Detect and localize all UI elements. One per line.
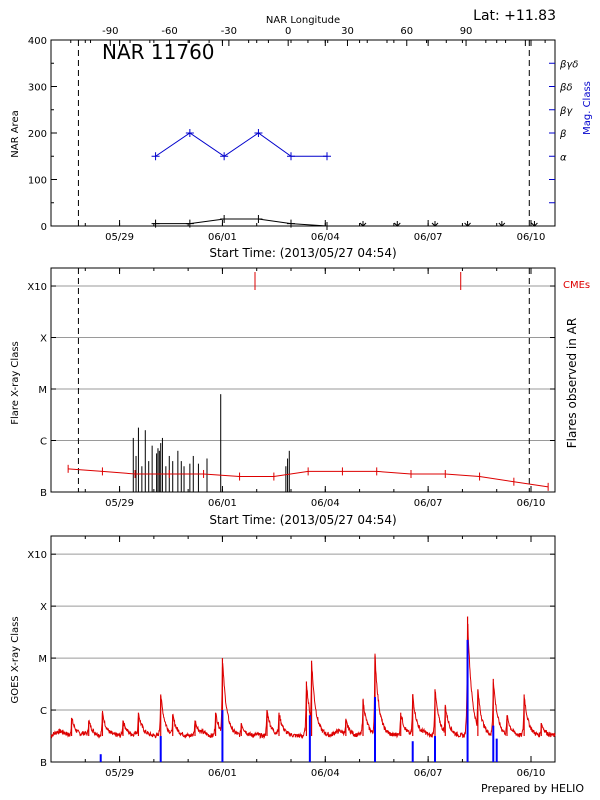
panel1-bottom-axis-label: Start Time: (2013/05/27 04:54) [209,246,396,260]
panel1-right-tick-label: β [559,129,567,140]
mag-class-point [220,152,229,161]
panel3-frame [50,535,556,763]
panel2-x-tick-label: 06/01 [208,498,237,509]
panel2-x-tick-label: 06/10 [517,498,546,509]
nar-area-point [151,219,160,228]
mag-class-point [323,152,331,161]
panel2-y-tick-label: M [38,385,47,396]
panel3-x-tick-label: 05/29 [105,768,134,779]
panel3-x-tick-label: 06/07 [414,768,443,779]
panel1-top-tick-label: 30 [341,26,354,37]
nar-area-missing-marker [464,221,471,227]
mag-class-point [254,129,263,137]
panel1-top-tick-label: -90 [102,26,118,37]
panel2-y-tick-label: X10 [27,282,47,293]
nar-area-missing-marker [359,221,367,227]
mag-class-point [185,129,194,137]
nar-area-missing-marker [393,221,401,227]
panel1-y-tick-label: 300 [28,83,47,94]
panel2-x-tick-label: 05/29 [105,498,134,509]
panel3-y-tick-label: X10 [27,550,47,561]
panel1-right-tick-label: α [560,152,567,163]
nar-area-missing-marker [531,221,538,227]
nar-area-point [220,215,229,224]
panel1-top-tick-label: 0 [285,26,291,37]
panel2-right-label: Flares observed in AR [565,318,579,448]
panel1-title: NAR 11760 [102,40,215,64]
panel1-x-tick-label: 06/10 [517,232,546,243]
panel2-x-label: Start Time: (2013/05/27 04:54) [209,513,396,527]
nar-area-point [185,219,194,228]
panel1-top-axis-label: NAR Longitude [266,15,340,26]
panel1-y-tick-label: 0 [41,222,47,233]
panel1-top-tick-label: 60 [400,26,413,37]
panel1-right-tick-label: βγ [559,106,573,117]
mag-class-point [151,152,160,161]
nar-area-line [155,218,328,227]
panel1-y-tick-label: 100 [28,176,47,187]
lat-label: Lat: +11.83 [473,8,556,24]
panel1-frame [50,39,556,227]
panel1-y-label: NAR Area [10,110,21,157]
panel1-y-tick-label: 200 [28,129,47,140]
credit-label: Prepared by HELIO [481,782,584,795]
panel1-top-tick-label: 90 [460,26,473,37]
panel2-y-tick-label: X [40,334,47,345]
panel1-right-tick-label: βδ [559,83,573,94]
nar-area-missing-marker [431,221,439,227]
panel1-top-tick-label: -60 [161,26,177,37]
nar-area-point [287,219,295,228]
panel2-y-label: Flare X-ray Class [10,341,21,425]
mag-class-point [287,152,295,161]
panel2-x-tick-label: 06/07 [414,498,443,509]
panel2-y-tick-label: C [40,437,47,448]
panel3-y-tick-label: X [40,602,47,613]
panel3-y-label: GOES X-ray Class [10,616,21,703]
panel2-x-tick-label: 06/04 [311,498,340,509]
panel3-x-tick-label: 06/04 [311,768,340,779]
panel1-y-tick-label: 400 [28,36,47,47]
panel2-y-tick-label: B [40,488,47,499]
panel1-right-label: Mag. Class [582,81,593,135]
goes-long-curve [50,623,556,740]
nar-area-point [254,215,263,224]
panel1-top-tick-label: -30 [221,26,237,37]
panel1-x-tick-label: 06/04 [311,232,340,243]
panel3-y-tick-label: C [40,706,47,717]
panel3-y-tick-label: B [40,758,47,769]
panel3-x-tick-label: 06/10 [517,768,546,779]
nar-area-point [323,222,331,230]
panel-goes: GOES X-ray Class B C M X X10 05/29 06/01 06/04 0… [10,535,556,779]
nar-area-missing-marker [498,221,506,227]
panel2-cme-label: CMEs [563,280,590,291]
panel1-x-tick-label: 06/07 [414,232,443,243]
panel1-x-tick-label: 05/29 [105,232,134,243]
panel-nar: NAR Longitude NAR 11760 NAR Area Mag. Cl… [10,15,593,260]
panel3-y-tick-label: M [38,654,47,665]
panel3-x-tick-label: 06/01 [208,768,237,779]
panel1-x-tick-label: 06/01 [208,232,237,243]
panel-flares: Flare X-ray Class Flares observed in AR … [10,267,590,527]
panel2-frame [50,267,556,493]
panel1-right-tick-label: βγδ [559,59,578,70]
mag-class-line [155,132,327,157]
